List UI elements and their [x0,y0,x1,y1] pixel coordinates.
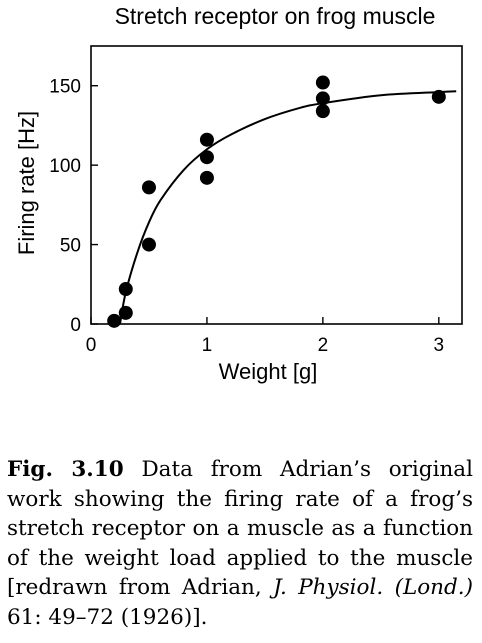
journal-name: J. Physiol. (Lond.) [273,575,474,600]
data-point [118,305,133,320]
data-point [315,91,330,106]
chart: Stretch receptor on frog muscle 0 1 2 3 0 50… [14,3,463,384]
data-point [107,313,122,328]
figure-label: Fig. 3.10 [7,457,124,482]
y-tick-label: 100 [49,156,81,177]
data-point [315,75,330,90]
data-point [199,132,214,147]
fit-curve [119,90,457,325]
data-point [141,180,156,195]
y-tick-label: 0 [70,315,81,336]
y-axis: 0 50 100 150 [49,77,98,336]
y-axis-label: Firing rate [Hz] [14,111,39,255]
data-point [315,104,330,119]
x-axis-label: Weight [g] [219,359,318,384]
chart-title: Stretch receptor on frog muscle [115,3,436,29]
x-tick-label: 0 [86,335,97,356]
data-point [118,282,133,297]
x-tick-label: 2 [318,335,329,356]
x-tick-label: 1 [202,335,213,356]
data-points [107,75,446,328]
x-axis: 0 1 2 3 [86,317,444,356]
figure-caption: Fig. 3.10 Data from Adrian’s original wo… [7,455,473,632]
data-point [199,170,214,185]
data-point [431,89,446,104]
y-tick-label: 50 [60,236,81,257]
x-tick-label: 3 [434,335,445,356]
data-point [141,237,156,252]
data-point [199,150,214,165]
caption-citation: 61: 49–72 (1926)]. [7,604,208,630]
plot-frame [90,45,463,325]
y-tick-label: 150 [49,77,81,98]
caption-text: Data from Adrian’s original work showing… [7,457,473,600]
